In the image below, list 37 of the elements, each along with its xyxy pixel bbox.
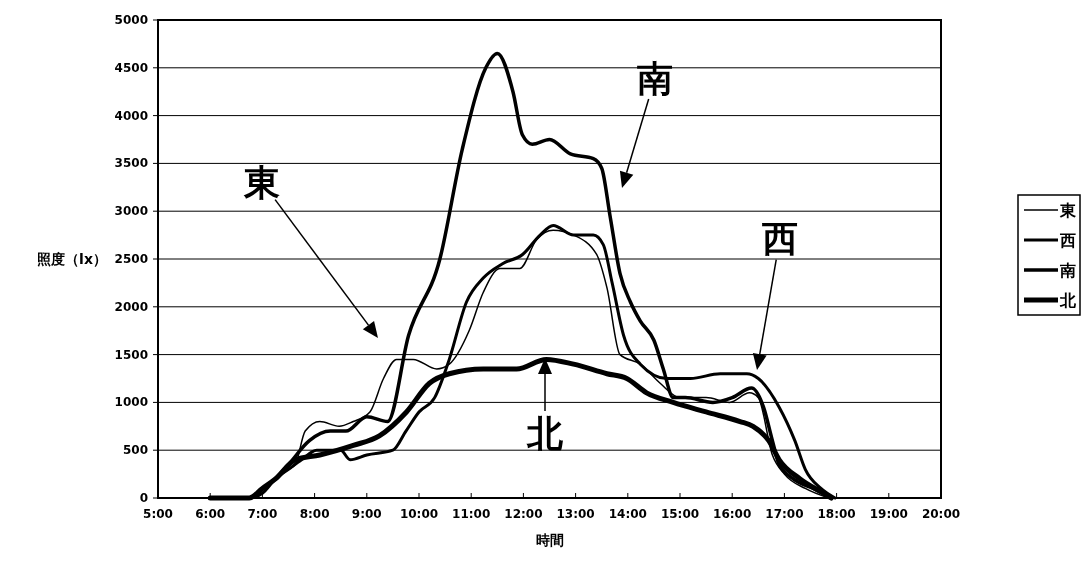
annotation: 東 [243, 162, 280, 203]
x-tick-label: 6:00 [195, 507, 226, 521]
x-tick-label: 10:00 [399, 507, 439, 521]
y-tick-label: 5000 [114, 13, 148, 27]
annotation: 南 [637, 58, 673, 99]
y-axis-title: 照度（lx） [37, 251, 107, 267]
y-tick-label: 4000 [114, 108, 148, 123]
y-tick-label: 1500 [114, 347, 148, 362]
x-tick-label: 9:00 [351, 507, 382, 521]
y-tick-label: 500 [122, 443, 148, 458]
y-tick-label: 0 [139, 491, 148, 505]
y-tick-label: 2000 [114, 299, 148, 314]
x-axis-title: 時間 [535, 532, 564, 548]
y-tick-label: 2500 [114, 252, 148, 266]
x-tick-label: 13:00 [556, 507, 595, 521]
y-tick-label: 3500 [114, 156, 148, 171]
x-tick-label: 5:00 [143, 507, 173, 521]
x-tick-label: 14:00 [608, 507, 647, 521]
x-tick-label: 18:00 [817, 507, 856, 521]
legend-label: 南 [1059, 261, 1076, 280]
x-tick-label: 19:00 [869, 507, 908, 521]
y-tick-label: 4500 [114, 60, 148, 75]
legend-label: 東 [1059, 201, 1077, 220]
legend-label: 北 [1059, 291, 1077, 310]
x-tick-label: 16:00 [713, 507, 752, 521]
x-tick-label: 17:00 [765, 507, 804, 521]
x-tick-label: 8:00 [299, 507, 330, 521]
y-tick-label: 1000 [114, 395, 148, 410]
x-tick-label: 11:00 [452, 507, 491, 521]
annotation: 北 [526, 413, 563, 454]
legend-label: 西 [1059, 231, 1076, 250]
annotation: 西 [761, 218, 798, 259]
x-tick-label: 20:00 [921, 507, 961, 521]
x-tick-label: 15:00 [660, 507, 700, 521]
y-tick-label: 3000 [114, 204, 148, 219]
x-tick-label: 7:00 [247, 507, 278, 521]
x-tick-label: 12:00 [504, 507, 543, 521]
